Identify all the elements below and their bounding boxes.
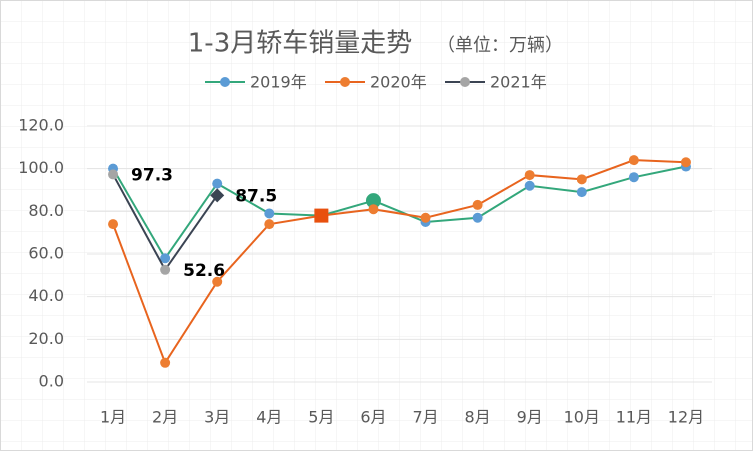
x-tick-label: 10月	[564, 408, 600, 427]
data-marker	[576, 187, 587, 198]
y-tick-label: 20.0	[28, 329, 64, 348]
y-tick-label: 40.0	[28, 286, 64, 305]
data-marker	[108, 219, 119, 230]
y-tick-label: 100.0	[18, 158, 64, 177]
x-tick-label: 9月	[517, 408, 543, 427]
data-marker	[160, 264, 171, 275]
series-line	[112, 165, 687, 261]
legend-label: 2021年	[490, 73, 547, 92]
x-tick-label: 1月	[100, 408, 126, 427]
legend-marker	[340, 77, 350, 87]
data-marker	[628, 155, 639, 166]
y-tick-label: 120.0	[18, 116, 64, 135]
chart-title: 1-3月轿车销量走势	[188, 29, 412, 59]
data-marker	[210, 188, 225, 203]
legend-label: 2020年	[370, 73, 427, 92]
data-marker	[524, 170, 535, 181]
data-marker	[314, 208, 329, 223]
data-marker	[368, 204, 379, 215]
data-marker	[576, 174, 587, 185]
data-marker	[524, 180, 535, 191]
legend-label: 2019年	[250, 73, 307, 92]
x-tick-label: 4月	[256, 408, 282, 427]
x-tick-label: 11月	[616, 408, 652, 427]
data-marker	[628, 172, 639, 183]
data-marker	[212, 276, 223, 287]
x-tick-label: 2月	[152, 408, 178, 427]
x-tick-label: 3月	[204, 408, 230, 427]
data-marker	[472, 212, 483, 223]
data-marker	[160, 357, 171, 368]
x-tick-label: 5月	[308, 408, 334, 427]
data-marker	[160, 253, 171, 264]
series-line	[112, 159, 686, 366]
x-tick-label: 6月	[360, 408, 386, 427]
data-marker	[264, 219, 275, 230]
y-tick-label: 0.0	[39, 372, 64, 391]
data-marker	[108, 169, 119, 180]
data-marker	[420, 212, 431, 223]
data-marker	[365, 193, 381, 209]
data-marker	[472, 199, 483, 210]
x-tick-label: 12月	[668, 408, 704, 427]
legend-marker	[220, 77, 230, 87]
legend-marker	[460, 77, 470, 87]
data-marker	[212, 178, 223, 189]
data-label: 97.3	[131, 165, 173, 185]
data-marker	[264, 208, 275, 219]
x-tick-label: 7月	[412, 408, 438, 427]
chart-subtitle: （单位：万辆）	[437, 35, 563, 56]
x-tick-label: 8月	[465, 408, 491, 427]
y-tick-label: 80.0	[28, 201, 64, 220]
data-label: 52.6	[183, 261, 225, 281]
data-marker	[680, 157, 691, 168]
data-label: 87.5	[235, 186, 277, 206]
y-tick-label: 60.0	[28, 244, 64, 263]
